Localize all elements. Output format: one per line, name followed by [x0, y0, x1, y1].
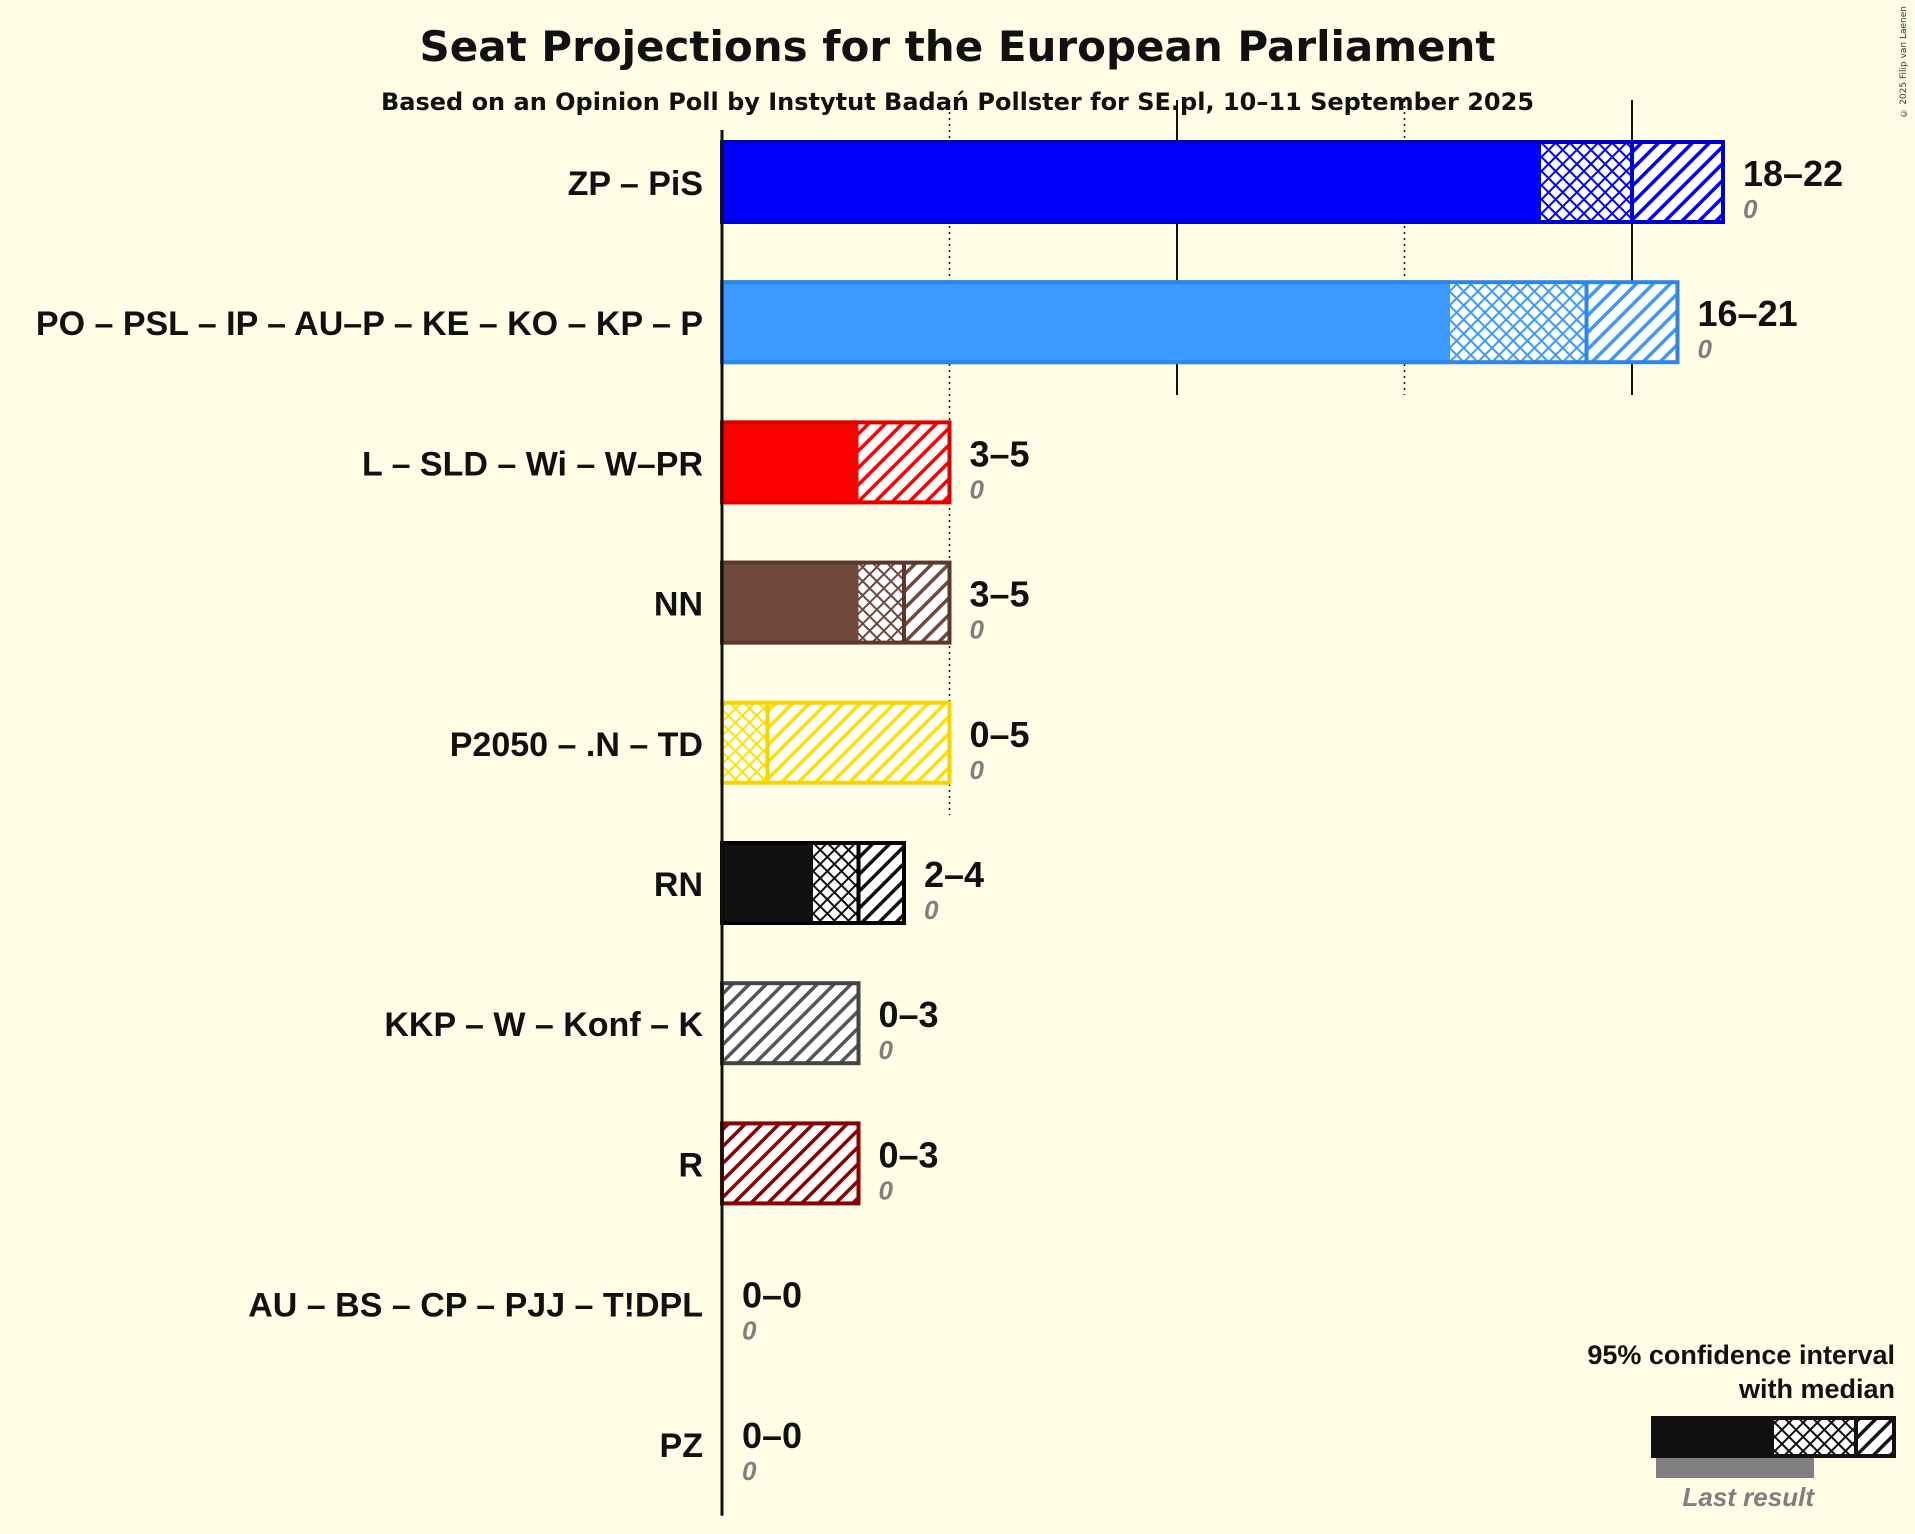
bar-hatched-segment: [1632, 142, 1723, 222]
bar-crosshatch-segment: [1450, 282, 1587, 363]
range-label: 0–0: [742, 1275, 802, 1316]
range-label: 3–5: [970, 433, 1030, 474]
party-label: L – SLD – Wi – W–PR: [362, 445, 703, 483]
chart-title: Seat Projections for the European Parlia…: [419, 22, 1496, 71]
party-label: RN: [654, 866, 703, 904]
range-label: 16–21: [1698, 293, 1798, 334]
party-label: NN: [654, 586, 703, 624]
bar-hatched-segment: [1586, 282, 1678, 363]
last-result-label: 0: [1698, 334, 1713, 364]
bar-crosshatch-segment: [722, 702, 768, 783]
range-label: 0–3: [879, 994, 939, 1035]
last-result-label: 0: [879, 1035, 894, 1065]
bar-hatched-segment: [904, 562, 950, 643]
party-row: L – SLD – Wi – W–PR 3–50: [362, 420, 1030, 505]
legend: 95% confidence interval with median Last r…: [1587, 1340, 1896, 1512]
range-label: 2–4: [924, 854, 984, 895]
last-result-label: 0: [879, 1175, 894, 1205]
party-row: RN 2–40: [654, 841, 984, 925]
bar-hatched-segment: [722, 1123, 859, 1204]
party-label: KKP – W – Konf – K: [384, 1006, 703, 1044]
bar-solid-segment: [722, 140, 1541, 224]
last-result-label: 0: [970, 615, 985, 645]
bar-hatched-segment: [858, 422, 950, 503]
bar-hatched-segment: [722, 983, 859, 1064]
party-row: ZP – PiS 18–220: [568, 140, 1843, 224]
chart-subtitle: Based on an Opinion Poll by Instytut Bad…: [380, 88, 1535, 116]
party-row: KKP – W – Konf – K 0–30: [384, 981, 939, 1066]
range-label: 0–5: [970, 714, 1030, 755]
party-row: R 0–30: [678, 1121, 939, 1206]
party-label: P2050 – .N – TD: [450, 726, 703, 764]
legend-hatched-segment: [1856, 1418, 1894, 1456]
last-result-label: 0: [742, 1316, 757, 1346]
last-result-label: 0: [742, 1456, 757, 1486]
bar-hatched-segment: [858, 843, 904, 923]
bar-solid-segment: [722, 420, 859, 505]
range-label: 0–0: [742, 1415, 802, 1456]
range-label: 3–5: [970, 574, 1030, 615]
party-row: AU – BS – CP – PJJ – T!DPL 0–00: [248, 1275, 802, 1346]
party-label: ZP – PiS: [568, 165, 703, 203]
party-row: P2050 – .N – TD 0–50: [450, 700, 1030, 785]
party-row: NN 3–50: [654, 560, 1030, 645]
party-label: PO – PSL – IP – AU–P – KE – KO – KP – P: [36, 305, 703, 343]
legend-last-result-label: Last result: [1683, 1482, 1816, 1512]
bar-solid-segment: [722, 280, 1450, 365]
legend-outline: [1651, 1416, 1896, 1458]
bar-crosshatch-segment: [1541, 142, 1632, 222]
bar-solid-segment: [722, 560, 859, 645]
party-row: PO – PSL – IP – AU–P – KE – KO – KP – P 1…: [36, 280, 1798, 365]
party-row: PZ 0–00: [660, 1415, 803, 1486]
bar-hatched-segment: [767, 702, 950, 783]
legend-last-result-bar: [1656, 1456, 1814, 1478]
legend-solid-segment: [1652, 1416, 1774, 1458]
bar-crosshatch-segment: [858, 562, 904, 643]
last-result-label: 0: [1743, 194, 1758, 224]
legend-title-line1: 95% confidence interval: [1587, 1340, 1895, 1370]
last-result-label: 0: [970, 474, 985, 504]
range-label: 0–3: [879, 1134, 939, 1175]
party-label: R: [678, 1146, 703, 1184]
party-label: PZ: [660, 1427, 703, 1465]
bar-solid-segment: [722, 841, 813, 925]
legend-crosshatch-segment: [1774, 1418, 1856, 1456]
bar-crosshatch-segment: [813, 843, 859, 923]
last-result-label: 0: [924, 895, 939, 925]
party-label: AU – BS – CP – PJJ – T!DPL: [248, 1287, 703, 1325]
legend-title-line2: with median: [1738, 1374, 1895, 1404]
range-label: 18–22: [1743, 153, 1843, 194]
last-result-label: 0: [970, 755, 985, 785]
